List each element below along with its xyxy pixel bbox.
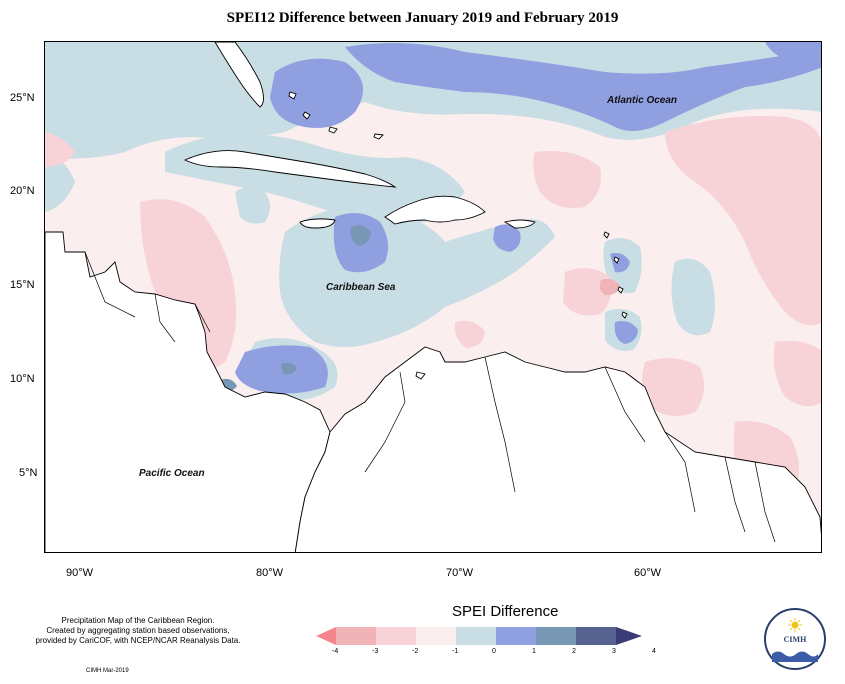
spei-blue-dark-regions [221, 225, 371, 392]
legend-swatch [456, 627, 496, 645]
lon-tick: 70°W [446, 567, 474, 579]
country-borders [84, 251, 776, 543]
legend-tick-label: 2 [572, 648, 576, 655]
legend-swatch [336, 627, 376, 645]
legend-tick-label: 3 [612, 648, 616, 655]
legend-tick-label: -1 [452, 648, 459, 655]
wave-icon [772, 651, 818, 662]
notes-line: Created by aggregating station based obs… [46, 626, 230, 635]
legend-swatch [316, 627, 336, 645]
legend-swatch [576, 627, 616, 645]
cimh-logo: CIMH [764, 608, 826, 670]
pacific-ocean-label: Pacific Ocean [139, 468, 205, 479]
sun-icon [788, 618, 802, 632]
spei-map-graphic [45, 42, 821, 552]
legend-colorbar [316, 627, 642, 645]
legend-swatch [496, 627, 536, 645]
legend-tick-label: 0 [492, 648, 496, 655]
caribbean-sea-label: Caribbean Sea [326, 282, 396, 293]
legend-swatch [376, 627, 416, 645]
legend-swatches [316, 627, 642, 645]
map-title: SPEI12 Difference between January 2019 a… [226, 10, 619, 26]
legend-swatch [536, 627, 576, 645]
atlantic-ocean-label: Atlantic Ocean [607, 95, 678, 106]
lat-tick: 5°N [19, 467, 38, 479]
lon-tick: 90°W [66, 567, 94, 579]
spei-pink-regions [45, 116, 821, 500]
notes-line: Precipitation Map of the Caribbean Regio… [61, 616, 215, 625]
map-notes: Precipitation Map of the Caribbean Regio… [18, 616, 258, 646]
map-area: Atlantic Ocean Caribbean Sea Pacific Oce… [44, 41, 822, 553]
lat-tick: 20°N [10, 185, 35, 197]
lat-tick: 10°N [10, 373, 35, 385]
legend-swatch [616, 627, 642, 645]
legend-tick-label: -3 [372, 648, 379, 655]
land-outlines [45, 42, 821, 552]
legend-tick-label: 1 [532, 648, 536, 655]
lon-tick: 80°W [256, 567, 284, 579]
legend-swatch [416, 627, 456, 645]
notes-line: provided by CariCOF, with NCEP/NCAR Rean… [35, 636, 241, 645]
logo-text: CIMH [783, 635, 807, 644]
legend-title: SPEI Difference [452, 603, 559, 620]
lat-tick: 15°N [10, 279, 35, 291]
lon-tick: 60°W [634, 567, 662, 579]
legend-tick-label: 4 [652, 648, 656, 655]
spei-pink-dark-regions [599, 278, 620, 296]
legend-tick-label: -4 [332, 648, 339, 655]
lat-tick: 25°N [10, 92, 35, 104]
legend-tick-label: -2 [412, 648, 419, 655]
credit-text: CIMH Mar-2019 [86, 668, 129, 674]
